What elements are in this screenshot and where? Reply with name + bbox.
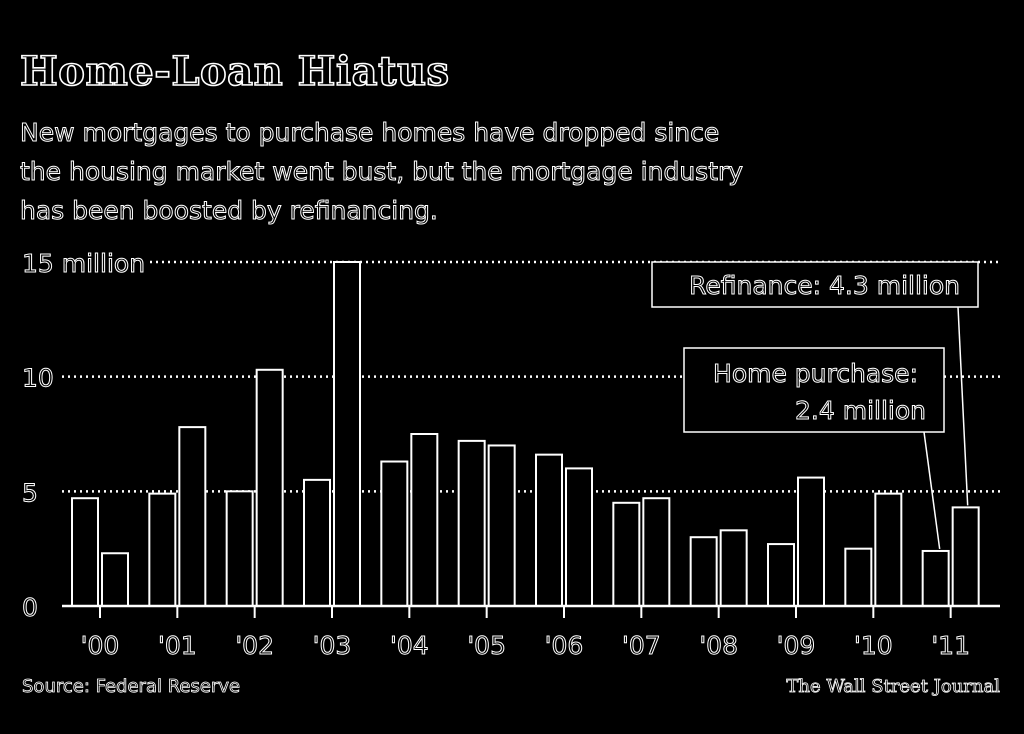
x-tick-label: '00 bbox=[81, 631, 120, 660]
chart-subtitle: New mortgages to purchase homes have dro… bbox=[20, 118, 744, 226]
bar bbox=[487, 444, 516, 608]
x-tick-label: '07 bbox=[622, 631, 661, 660]
bar bbox=[612, 501, 641, 607]
bar bbox=[255, 368, 284, 607]
bar bbox=[767, 543, 795, 608]
bar bbox=[457, 439, 486, 607]
bar bbox=[225, 490, 254, 608]
x-tick-label: '11 bbox=[931, 631, 970, 660]
y-tick-label: 10 bbox=[22, 364, 54, 393]
refinance-callout-box bbox=[651, 261, 979, 308]
bar bbox=[719, 529, 748, 608]
y-tick-label: 15 million bbox=[22, 249, 145, 278]
bar bbox=[874, 492, 903, 608]
bar bbox=[844, 547, 873, 608]
bar bbox=[380, 460, 409, 607]
bar bbox=[333, 261, 361, 607]
purchase-callout-value: 2.4 million bbox=[795, 396, 926, 425]
bar bbox=[71, 497, 99, 608]
x-tick-label: '05 bbox=[467, 631, 506, 660]
x-tick-label: '10 bbox=[854, 631, 893, 660]
purchase-callout-box bbox=[683, 347, 945, 433]
x-tick-label: '03 bbox=[313, 631, 352, 660]
bar bbox=[148, 492, 177, 608]
publisher-credit: The Wall Street Journal bbox=[786, 676, 1000, 698]
refinance-callout-label: Refinance: 4.3 million bbox=[689, 271, 960, 300]
purchase-leader-line bbox=[923, 431, 941, 550]
bar bbox=[178, 426, 207, 607]
chart-title: Home-Loan Hiatus bbox=[19, 47, 450, 96]
x-tick-label: '01 bbox=[158, 631, 197, 660]
bar bbox=[101, 552, 129, 608]
x-tick-label: '09 bbox=[777, 631, 816, 660]
bar bbox=[951, 506, 980, 607]
y-tick-label: 5 bbox=[22, 478, 38, 507]
y-tick-label: 0 bbox=[22, 593, 38, 622]
refinance-leader-line bbox=[957, 306, 969, 506]
bar bbox=[535, 453, 563, 608]
bar bbox=[642, 497, 671, 608]
bar bbox=[797, 476, 825, 607]
bar bbox=[689, 536, 718, 608]
bar bbox=[565, 467, 593, 607]
bar bbox=[303, 478, 331, 607]
source-note: Source: Federal Reserve bbox=[22, 676, 241, 698]
x-tick-label: '04 bbox=[390, 631, 429, 660]
x-tick-label: '02 bbox=[235, 631, 274, 660]
purchase-callout-label: Home purchase: bbox=[713, 359, 918, 388]
x-tick-label: '06 bbox=[545, 631, 584, 660]
bar bbox=[921, 549, 950, 608]
bar bbox=[410, 433, 439, 607]
x-tick-label: '08 bbox=[699, 631, 738, 660]
